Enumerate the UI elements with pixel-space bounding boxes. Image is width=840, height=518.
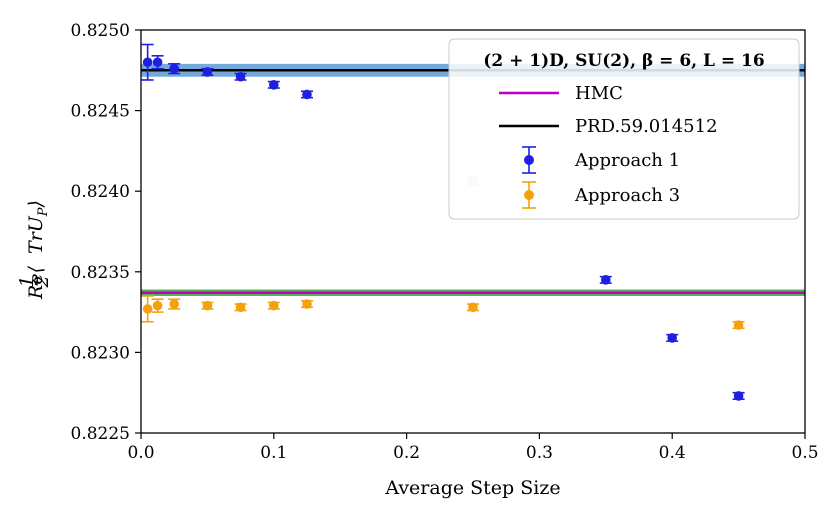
y-axis-title: Re⟨TrUP⟩12 [16, 200, 53, 300]
legend-marker [524, 155, 534, 165]
marker [235, 71, 246, 82]
x-tick-label: 0.4 [659, 443, 686, 463]
axis-ticks: 0.0 0.1 0.2 0.3 0.4 0.5 0.8225 0.8230 0.8235 0.82… [71, 21, 819, 463]
marker [269, 300, 279, 311]
data-point [267, 300, 280, 311]
x-tick-label: 0.3 [526, 443, 553, 463]
x-axis-title: Average Step Size [384, 477, 560, 499]
data-point [301, 89, 313, 100]
fraction-numerator: 1 [16, 275, 38, 287]
data-point [201, 300, 214, 311]
data-point [267, 80, 280, 90]
marker [152, 57, 163, 68]
legend-box [448, 38, 800, 220]
data-point [141, 43, 154, 81]
data-point [599, 275, 612, 285]
marker [302, 299, 312, 309]
data-point [168, 63, 181, 75]
data-point [467, 302, 479, 313]
data-point [301, 299, 313, 309]
marker [202, 300, 213, 311]
y-tick-label: 0.8230 [71, 343, 130, 363]
marker [468, 302, 478, 313]
marker [169, 299, 179, 309]
plot-frame [140, 29, 806, 434]
y-tick-label: 0.8250 [71, 21, 130, 41]
fraction-denominator: 2 [31, 275, 53, 288]
legend-label: Approach 1 [574, 150, 680, 171]
legend-title: (2 + 1)D, SU(2), β = 6, L = 16 [483, 51, 764, 71]
legend-marker [524, 190, 534, 200]
data-point [151, 298, 164, 313]
marker [169, 63, 179, 74]
marker [302, 89, 312, 100]
marker [601, 275, 611, 285]
legend-label: HMC [575, 83, 623, 104]
series-approach-3 [141, 295, 745, 330]
marker [733, 391, 744, 401]
marker [202, 67, 213, 77]
marker [142, 304, 153, 314]
x-tick-label: 0.5 [791, 443, 818, 463]
data-point [732, 391, 745, 401]
x-tick-label: 0.0 [127, 443, 154, 463]
marker [667, 333, 677, 343]
y-tick-label: 0.8235 [71, 263, 130, 283]
y-tick-label: 0.8225 [71, 424, 130, 444]
marker [142, 57, 153, 68]
marker [733, 320, 744, 330]
marker [269, 80, 279, 90]
x-tick-label: 0.1 [260, 443, 287, 463]
legend-handle-approach-3 [522, 181, 536, 209]
marker [152, 300, 163, 311]
y-tick-label: 0.8240 [71, 182, 130, 202]
legend: (2 + 1)D, SU(2), β = 6, L = 16 HMC PRD.59.… [448, 38, 800, 220]
y-tick-label: 0.8245 [71, 102, 130, 122]
marker [235, 302, 246, 313]
data-point [168, 298, 181, 310]
data-point [666, 333, 679, 343]
legend-label: Approach 3 [574, 185, 680, 206]
data-point [732, 320, 745, 330]
data-point [234, 71, 247, 82]
data-point [141, 295, 154, 323]
data-point [201, 67, 214, 77]
data-point [234, 302, 247, 313]
y-axis-title-main: Re⟨TrUP⟩ [25, 200, 51, 300]
x-tick-label: 0.2 [393, 443, 420, 463]
legend-label: PRD.59.014512 [575, 116, 718, 137]
legend-handle-approach-1 [522, 146, 536, 174]
data-point [151, 54, 164, 70]
